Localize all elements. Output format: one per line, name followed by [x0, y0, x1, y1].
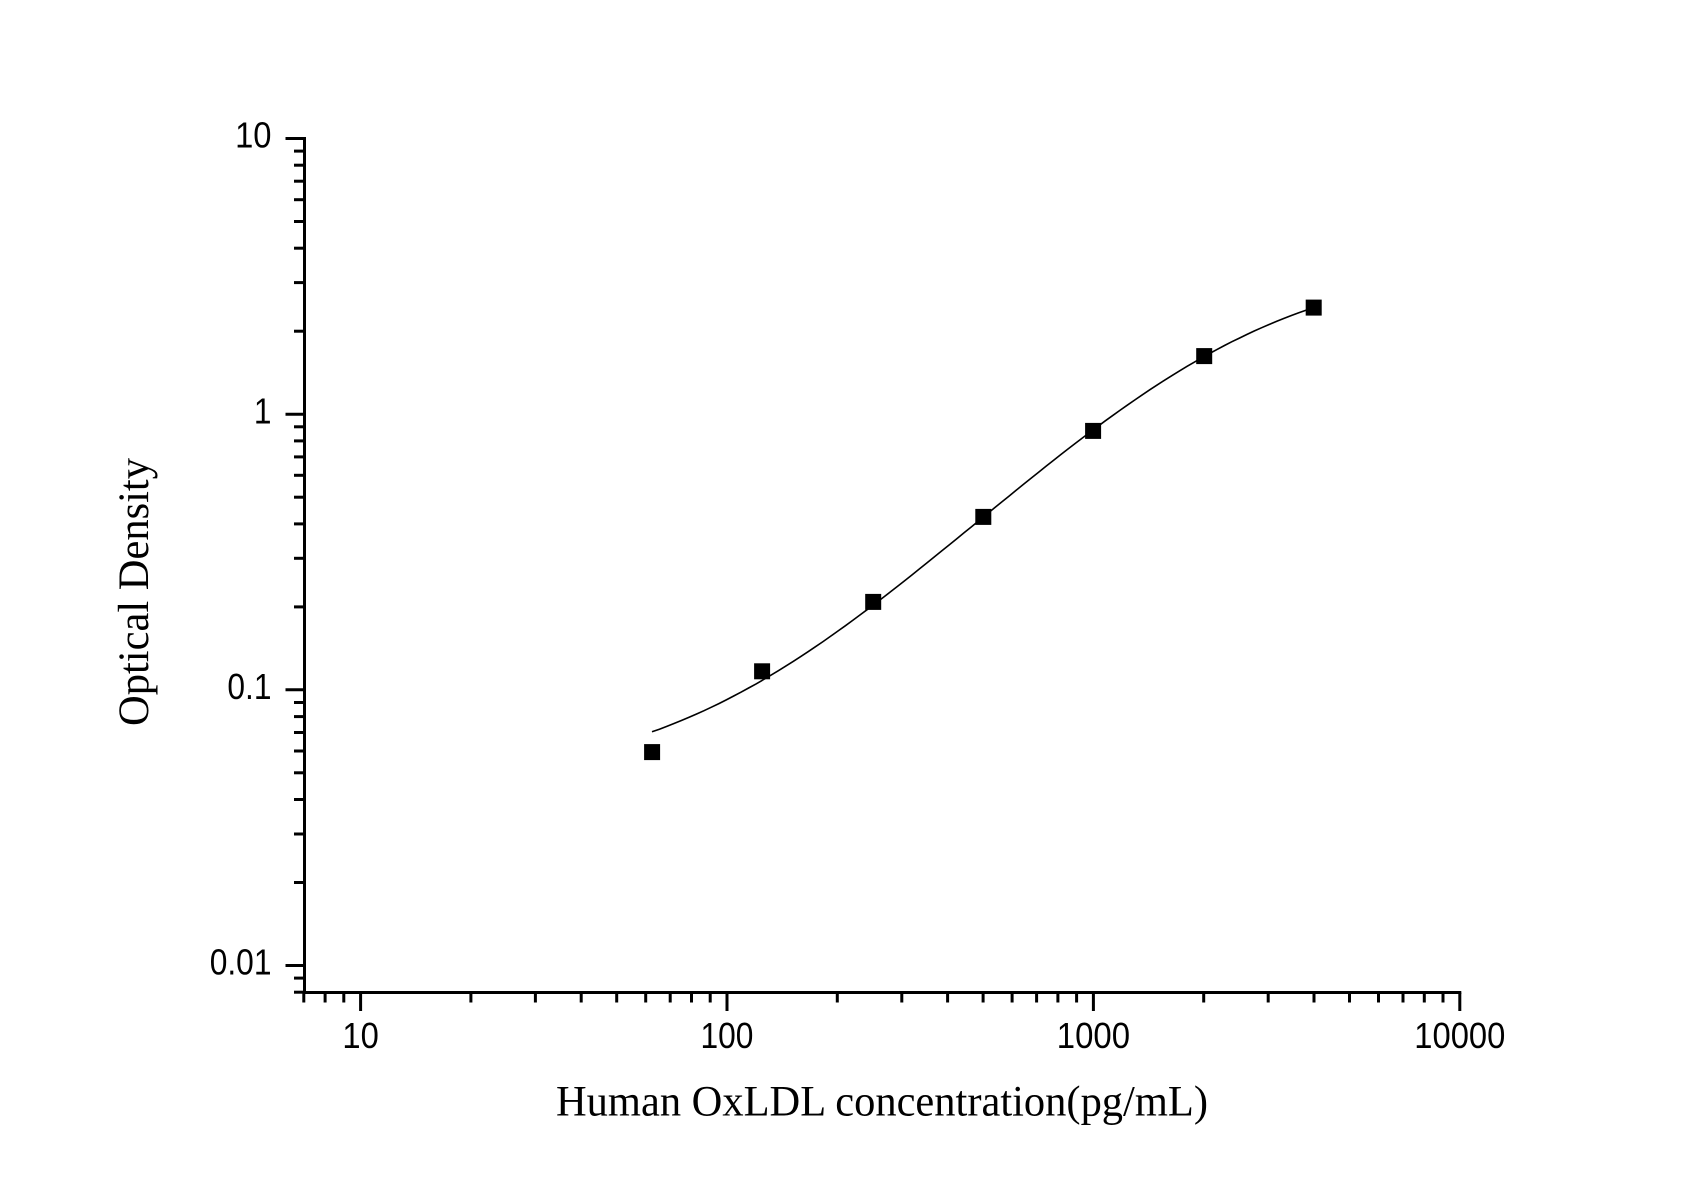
svg-text:Human OxLDL concentration(pg/m: Human OxLDL concentration(pg/mL): [556, 1078, 1208, 1126]
svg-text:100: 100: [701, 1015, 754, 1056]
svg-text:10000: 10000: [1414, 1015, 1505, 1056]
svg-text:0.01: 0.01: [210, 942, 272, 983]
svg-text:Optical Density: Optical Density: [110, 458, 158, 726]
svg-text:0.1: 0.1: [227, 666, 271, 707]
svg-text:1000: 1000: [1057, 1015, 1130, 1056]
svg-text:10: 10: [235, 115, 271, 156]
svg-text:10: 10: [342, 1015, 378, 1056]
svg-text:1: 1: [254, 390, 272, 431]
